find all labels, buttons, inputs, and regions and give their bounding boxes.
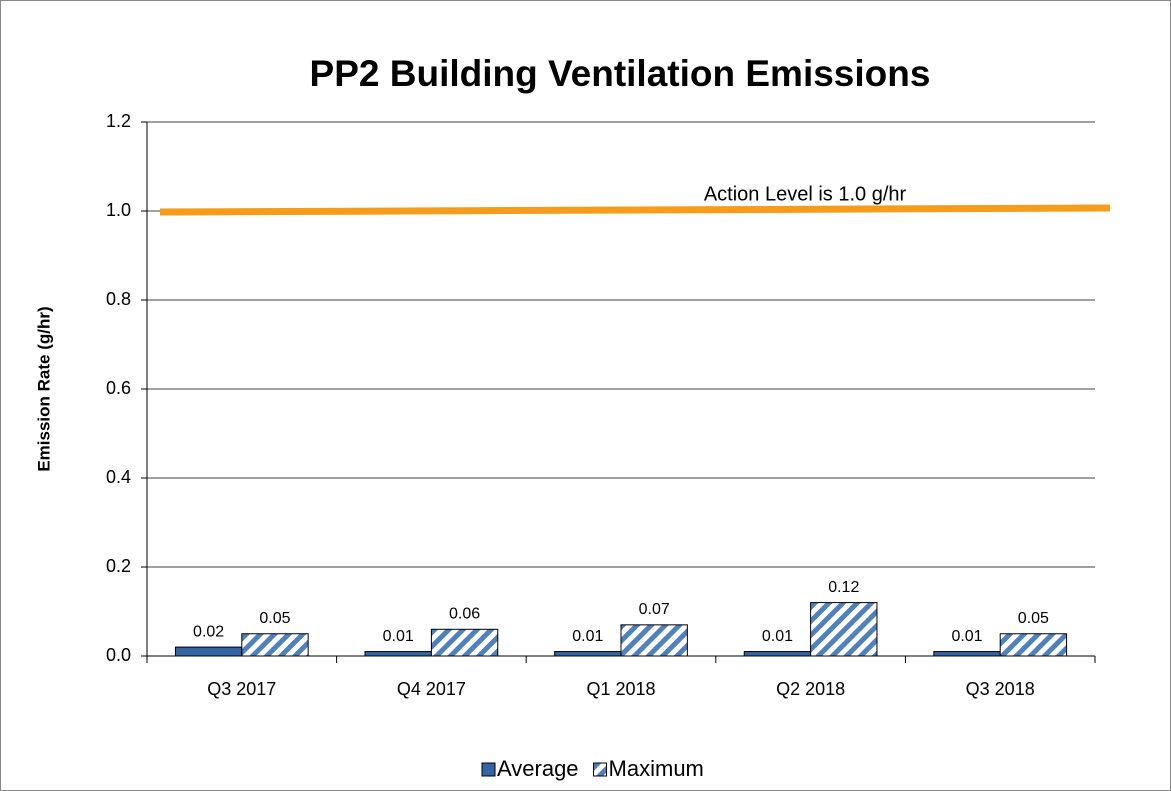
data-label: 0.01 <box>383 628 414 645</box>
bar <box>364 651 432 657</box>
y-tick-label: 0.2 <box>106 556 131 576</box>
bar <box>999 633 1068 657</box>
legend-swatch <box>593 762 608 777</box>
bar <box>810 602 878 657</box>
legend-swatch <box>481 762 496 777</box>
data-label: 0.05 <box>259 610 290 627</box>
data-label: 0.06 <box>449 606 480 623</box>
action-level-line <box>159 204 1111 216</box>
y-tick-label: 0.6 <box>106 378 131 398</box>
data-label: 0.02 <box>193 623 224 640</box>
action-level-label: Action Level is 1.0 g/hr <box>704 183 907 205</box>
bar <box>554 651 622 657</box>
legend-label: Average <box>497 756 579 781</box>
y-tick-label: 0.0 <box>106 645 131 665</box>
y-tick-label: 1.2 <box>106 111 131 131</box>
y-tick-label: 0.8 <box>106 289 131 309</box>
x-tick-label: Q3 2018 <box>966 679 1035 699</box>
data-label: 0.12 <box>828 579 859 596</box>
data-label: 0.07 <box>639 601 670 618</box>
x-tick-label: Q4 2017 <box>397 679 466 699</box>
legend-label: Maximum <box>609 756 704 781</box>
x-tick-label: Q2 2018 <box>776 679 845 699</box>
bar <box>933 651 1001 657</box>
chart-title: PP2 Building Ventilation Emissions <box>310 53 931 94</box>
y-tick-label: 1.0 <box>106 200 131 220</box>
bar <box>743 651 812 657</box>
y-tick-label: 0.4 <box>106 467 131 487</box>
bar <box>430 628 499 657</box>
x-tick-label: Q1 2018 <box>586 679 655 699</box>
bar <box>174 646 243 657</box>
bar <box>241 633 309 657</box>
data-label: 0.05 <box>1018 610 1049 627</box>
data-label: 0.01 <box>572 628 603 645</box>
data-label: 0.01 <box>951 628 982 645</box>
data-label: 0.01 <box>762 628 793 645</box>
y-axis-title: Emission Rate (g/hr) <box>34 306 53 471</box>
bar <box>620 624 688 657</box>
x-tick-label: Q3 2017 <box>207 679 276 699</box>
